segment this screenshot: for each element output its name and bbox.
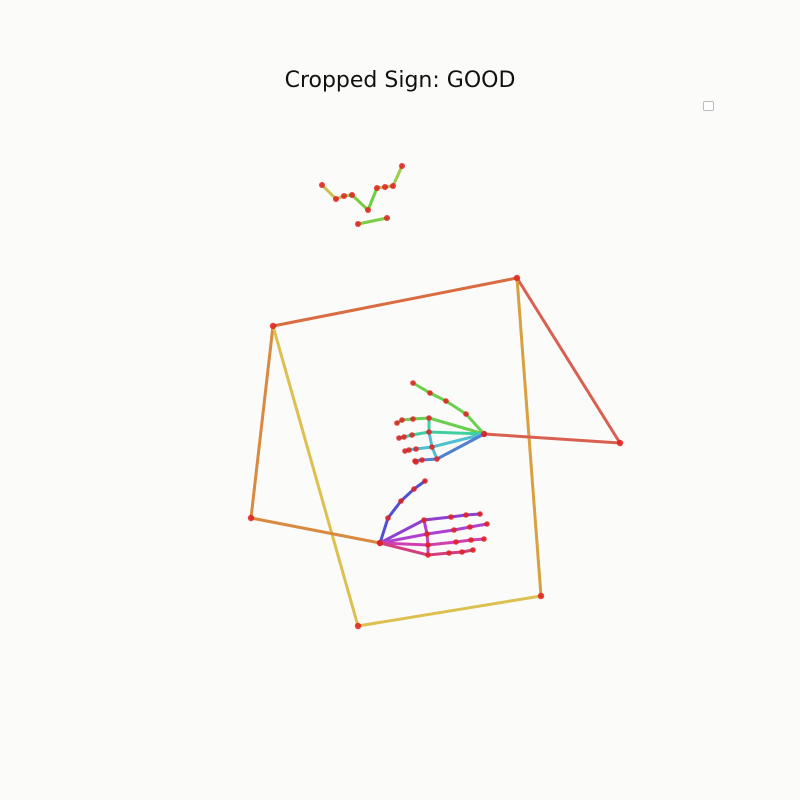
pose-bone [271,324,360,628]
face-landmark [319,182,325,188]
legend-box [703,101,714,111]
right-hand-bone [427,416,486,436]
pose-bone [271,276,519,328]
left-hand-joint [424,531,430,537]
left-hand-joint [459,549,465,555]
pose-bone [515,276,622,445]
left-hand-bone [425,528,456,536]
left-hand-joint [470,547,476,553]
face-landmark [399,163,405,169]
pose-bone [482,432,622,445]
face-landmark [341,193,347,199]
pose-bone [356,594,543,628]
right-hand-joint [410,380,416,386]
right-hand-bone [410,430,431,437]
face-segment [320,183,338,201]
left-hand-joint [398,498,404,504]
left-hand-bone [426,540,458,547]
left-hand-joint [484,521,490,527]
left-hand-joint [422,478,428,484]
left-hand-joint [477,511,483,517]
right-hand-joint [399,417,405,423]
face-landmark [355,221,361,227]
face-segment [356,216,389,226]
face-landmarks [319,163,405,227]
right-hand-joint [434,456,440,462]
left-hand-bone [422,515,453,522]
right-hand-joint [413,459,419,465]
left-hand-joint [425,552,431,558]
face-landmark [349,192,355,198]
left-hand-bone [386,499,403,520]
right-hand-joint [402,448,408,454]
pose-joint [354,622,362,630]
left-hand-joint [425,542,431,548]
face-landmark [390,183,396,189]
left-hand-joint [453,539,459,545]
right-hand-joint [394,420,400,426]
left-hand-bone [378,518,426,545]
right-hand-bone [464,412,486,436]
left-hand-skeleton [377,478,490,558]
left-hand-bone [378,516,390,545]
face-segment [366,186,379,212]
face-segment [350,193,370,212]
right-hand-joint [409,432,415,438]
right-hand-joint [410,416,416,422]
pose-bone [249,516,382,545]
right-hand-joint [463,411,469,417]
left-hand-joint [467,524,473,530]
left-hand-joint [463,512,469,518]
pose-joint [269,322,277,330]
left-hand-bone [378,541,430,547]
left-hand-joint [411,486,417,492]
left-hand-joint [421,517,427,523]
right-hand-bone [444,399,468,416]
pose-joint [616,439,624,447]
face-landmark [382,184,388,190]
pose-joint [513,274,521,282]
left-hand-joint [385,515,391,521]
right-hand-joint [426,429,432,435]
left-hand-bone [468,522,489,529]
right-hand-joint [396,435,402,441]
right-hand-joint [401,434,407,440]
left-hand-joint [377,540,383,546]
right-hand-joint [427,390,433,396]
left-hand-joint [448,514,454,520]
right-hand-joint [481,431,487,437]
left-hand-bone [378,541,430,557]
left-hand-bone [399,487,416,503]
left-hand-joint [481,536,487,542]
face-landmark [374,185,380,191]
page-title: Cropped Sign: GOOD [284,68,516,93]
face-segment [391,164,404,188]
face-landmark [365,207,371,213]
right-hand-bone [430,432,486,449]
right-hand-bone [428,391,448,403]
right-hand-joint [413,446,419,452]
right-hand-bone [427,430,486,436]
right-hand-skeleton [394,380,487,465]
pose-bone [249,324,275,520]
right-hand-bone [411,381,432,395]
pose-joint [247,514,255,522]
face-landmark [333,196,339,202]
right-hand-joint [419,457,425,463]
face-landmark [384,215,390,221]
left-hand-joint [446,550,452,556]
right-hand-joint [429,444,435,450]
left-hand-bone [426,551,451,557]
left-hand-joint [451,527,457,533]
left-hand-joint [468,537,474,543]
left-hand-bone [378,532,429,545]
right-hand-joint [443,398,449,404]
right-hand-bone [435,432,486,461]
right-hand-joint [426,415,432,421]
pose-joint [537,592,545,600]
